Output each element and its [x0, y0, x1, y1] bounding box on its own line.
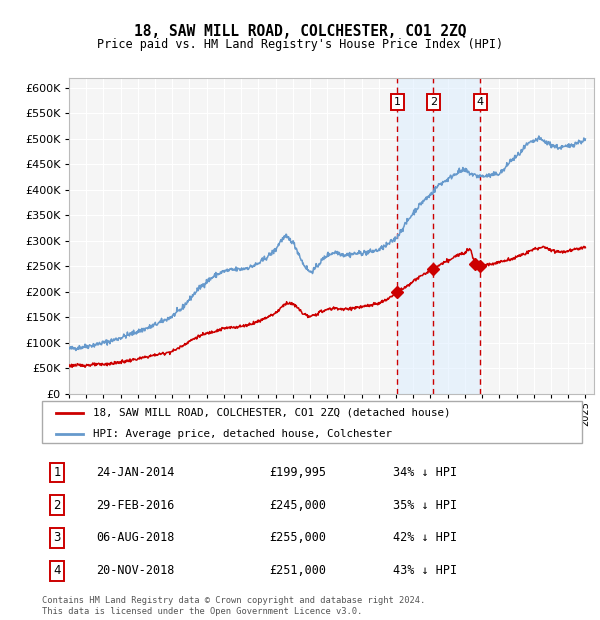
Text: 3: 3 — [53, 531, 61, 544]
Text: HPI: Average price, detached house, Colchester: HPI: Average price, detached house, Colc… — [94, 429, 392, 439]
Text: 35% ↓ HPI: 35% ↓ HPI — [393, 498, 457, 511]
Text: 34% ↓ HPI: 34% ↓ HPI — [393, 466, 457, 479]
Text: 24-JAN-2014: 24-JAN-2014 — [96, 466, 175, 479]
Text: 18, SAW MILL ROAD, COLCHESTER, CO1 2ZQ: 18, SAW MILL ROAD, COLCHESTER, CO1 2ZQ — [134, 24, 466, 38]
Text: 29-FEB-2016: 29-FEB-2016 — [96, 498, 175, 511]
Text: 1: 1 — [394, 97, 401, 107]
Text: 20-NOV-2018: 20-NOV-2018 — [96, 564, 175, 577]
Text: 18, SAW MILL ROAD, COLCHESTER, CO1 2ZQ (detached house): 18, SAW MILL ROAD, COLCHESTER, CO1 2ZQ (… — [94, 408, 451, 418]
Text: £245,000: £245,000 — [269, 498, 326, 511]
Text: 4: 4 — [53, 564, 61, 577]
Text: 43% ↓ HPI: 43% ↓ HPI — [393, 564, 457, 577]
Text: 42% ↓ HPI: 42% ↓ HPI — [393, 531, 457, 544]
Bar — [397, 78, 480, 394]
Text: £199,995: £199,995 — [269, 466, 326, 479]
Text: 2: 2 — [430, 97, 437, 107]
Text: Price paid vs. HM Land Registry's House Price Index (HPI): Price paid vs. HM Land Registry's House … — [97, 38, 503, 51]
Text: 06-AUG-2018: 06-AUG-2018 — [96, 531, 175, 544]
Text: 1: 1 — [53, 466, 61, 479]
Text: £255,000: £255,000 — [269, 531, 326, 544]
Text: 2: 2 — [53, 498, 61, 511]
Text: Contains HM Land Registry data © Crown copyright and database right 2024.
This d: Contains HM Land Registry data © Crown c… — [42, 596, 425, 616]
Text: £251,000: £251,000 — [269, 564, 326, 577]
Text: 4: 4 — [476, 97, 484, 107]
